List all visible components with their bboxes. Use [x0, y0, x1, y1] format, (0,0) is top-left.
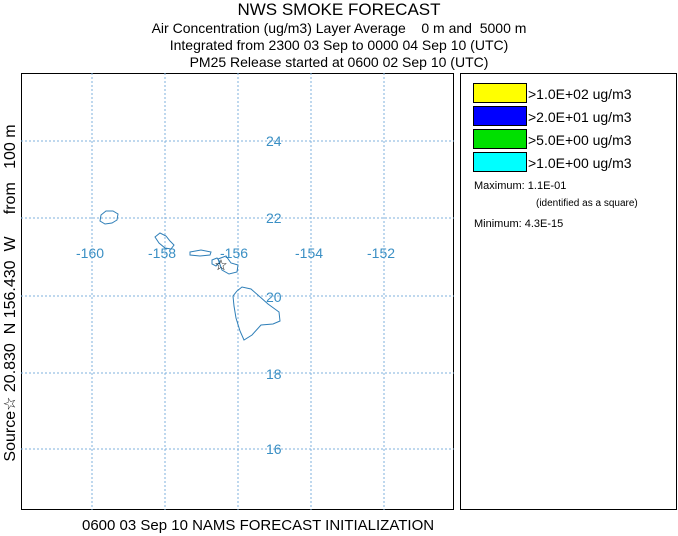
minimum-value: Minimum: 4.3E-15 [474, 218, 564, 230]
legend-swatch [473, 152, 527, 172]
lon-label: -152 [367, 245, 395, 261]
legend-swatch [473, 83, 527, 103]
legend-swatch [473, 106, 527, 126]
hawaii-map: -160 -158 -156 -154 -152 24 22 20 18 16 … [21, 73, 454, 510]
lat-lon-grid [21, 73, 454, 510]
source-marker-icon: ☆ [214, 257, 227, 274]
lat-label: 16 [266, 441, 282, 457]
forecast-title: NWS SMOKE FORECAST [237, 0, 441, 19]
island-maui [217, 255, 239, 275]
island-lanai [211, 257, 221, 267]
source-location-label: Source☆ 20.830 N 156.430 W from 100 m [2, 124, 19, 462]
legend-label: >5.0E+00 ug/m3 [528, 132, 632, 148]
release-start: PM25 Release started at 0600 02 Sep 10 (… [189, 54, 489, 70]
legend-label: >1.0E+00 ug/m3 [528, 155, 632, 171]
concentration-subtitle: Air Concentration (ug/m3) Layer Average … [151, 20, 527, 36]
legend-label: >1.0E+02 ug/m3 [528, 86, 632, 102]
lon-label: -154 [295, 245, 323, 261]
maximum-value: Maximum: 1.1E-01 [474, 180, 567, 192]
lat-label: 18 [266, 366, 282, 382]
legend-panel [460, 73, 677, 510]
legend-swatch [473, 129, 527, 149]
lat-label: 24 [266, 133, 282, 149]
lat-label: 22 [266, 210, 282, 226]
island-molokai [189, 249, 212, 257]
forecast-initialization: 0600 03 Sep 10 NAMS FORECAST INITIALIZAT… [82, 517, 435, 534]
integration-period: Integrated from 2300 03 Sep to 0000 04 S… [169, 37, 509, 53]
island-hawaii [232, 286, 281, 341]
lat-label: 20 [266, 289, 282, 305]
maximum-note: (identified as a square) [536, 198, 638, 209]
island-kauai [99, 210, 119, 225]
lon-label: -160 [76, 245, 104, 261]
legend-label: >2.0E+01 ug/m3 [528, 109, 632, 125]
island-oahu [154, 232, 175, 250]
